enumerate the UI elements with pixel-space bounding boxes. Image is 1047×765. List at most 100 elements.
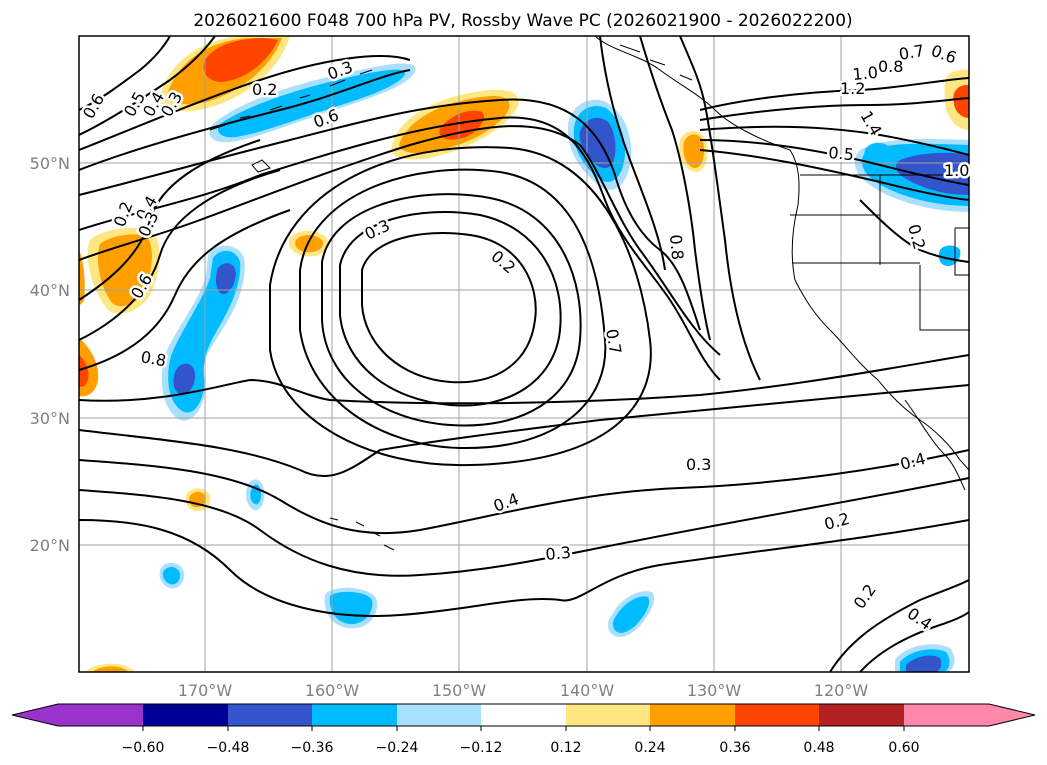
contour-east-south-2 [859, 611, 969, 672]
contour-west-3 [79, 209, 291, 371]
colorbar-bin [397, 704, 481, 726]
contour-band-1 [79, 449, 969, 535]
contour-low-ring-5 [269, 146, 652, 467]
map-panel: 0.6 0.5 0.4 0.3 0.2 0.3 0.6 0.7 0.6 1.0 … [30, 35, 972, 700]
anomaly-positive-coast-core [683, 134, 705, 168]
colorbar: −0.60 −0.48 −0.36 −0.24 −0.12 0.12 0.24 … [11, 703, 1036, 756]
colorbar-tick-labels: −0.60 −0.48 −0.36 −0.24 −0.12 0.12 0.24 … [122, 740, 920, 756]
colorbar-bin [819, 704, 904, 726]
contour-label: 0.8 [878, 57, 903, 76]
contour-label: 0.5 [828, 143, 855, 164]
lat-label: 50°N [30, 154, 70, 173]
state-border-5 [919, 265, 969, 331]
contour-label: 1.0 [944, 161, 969, 180]
lat-label: 30°N [30, 409, 70, 428]
contour-label: 1.0 [852, 63, 879, 84]
colorbar-tick-label: −0.60 [122, 740, 165, 756]
anomaly-positive-west-edge-peak [79, 355, 89, 387]
anomaly-negative-south-sw-core [162, 566, 181, 585]
anomaly-positive-small-163w-core [295, 234, 324, 253]
coastlines [209, 36, 969, 551]
anomaly-positive-nw-peak [203, 38, 278, 82]
colorbar-tick-label: −0.24 [376, 740, 419, 756]
contour-label: 1.2 [840, 79, 865, 98]
anomaly-positive-west-core [97, 234, 152, 307]
contour-east-north [859, 199, 969, 263]
anomaly-positive-sw-corner-core [92, 666, 128, 672]
lat-label: 20°N [30, 536, 70, 555]
contour-low-ring-3 [321, 193, 582, 427]
colorbar-bin [735, 704, 819, 726]
graticule [79, 36, 969, 672]
small-island [251, 159, 271, 173]
pv-contours [79, 36, 969, 672]
contour-low-ring-2 [339, 211, 562, 407]
contour-band-2 [79, 477, 969, 577]
islands-north [619, 44, 693, 81]
lon-label: 160°W [305, 681, 360, 700]
contour-ridge-1 [599, 36, 666, 271]
colorbar-bin [650, 704, 735, 726]
contour-label: 0.7 [602, 327, 625, 355]
contour-west-2 [79, 169, 281, 341]
contour-jet-3 [699, 125, 969, 156]
state-border-7 [954, 228, 969, 276]
contour-east-south-1 [829, 579, 969, 672]
lon-label: 140°W [560, 681, 615, 700]
colorbar-bin [312, 704, 397, 726]
anomaly-negative-south-140w-core [612, 596, 650, 633]
contour-ridge-2 [639, 36, 711, 341]
anomaly-positive-central-north-peak [439, 110, 485, 140]
contour-west-5 [79, 36, 216, 136]
lon-label: 150°W [432, 681, 487, 700]
map-title: 2026021600 F048 700 hPa PV, Rossby Wave … [193, 11, 852, 31]
contour-wave-2 [79, 69, 411, 171]
lon-label: 130°W [687, 681, 742, 700]
anomaly-negative-se-corner-peak [906, 655, 942, 672]
latitude-labels: 50°N 40°N 30°N 20°N [30, 154, 70, 555]
anomaly-positive-nw-edge [79, 250, 85, 305]
anomaly-positive-ne-corner-core [953, 84, 969, 118]
longitude-labels: 170°W 160°W 150°W 140°W 130°W 120°W [178, 681, 869, 700]
colorbar-tick-label: 0.36 [719, 740, 750, 756]
colorbar-tick-label: 0.24 [634, 740, 665, 756]
colorbar-bin [228, 704, 312, 726]
contour-band-3 [79, 519, 969, 617]
colorbar-bin [481, 704, 566, 726]
contour-label: 0.3 [686, 455, 711, 474]
lat-label: 40°N [30, 281, 70, 300]
contour-label: 0.3 [545, 543, 572, 564]
colorbar-bin [566, 704, 650, 726]
contour-jet-4 [699, 139, 969, 186]
colorbar-tick-label: −0.12 [460, 740, 503, 756]
hawaii-islands [329, 517, 395, 551]
contour-label: 0.2 [252, 80, 277, 99]
lon-label: 120°W [814, 681, 869, 700]
contour-label: 0.7 [897, 41, 925, 64]
contour-jet-2 [699, 97, 969, 121]
contour-wave-4 [79, 116, 721, 381]
colorbar-tick-label: 0.60 [888, 740, 919, 756]
contour-jet-1 [699, 77, 969, 111]
contour-wave-1 [79, 55, 411, 151]
contour-wave-3 [79, 98, 701, 331]
colorbar-tick-label: −0.48 [207, 740, 250, 756]
anomaly-negative-west-column-peak [215, 263, 236, 295]
colorbar-outline [11, 703, 1036, 727]
colorbar-over-arrow [904, 704, 1035, 726]
contour-low-ring-4 [299, 168, 607, 450]
contour-closed-low [361, 232, 537, 384]
contour-ridge-3 [679, 36, 761, 381]
map-frame [78, 35, 970, 673]
colorbar-bin [143, 704, 228, 726]
lon-label: 170°W [178, 681, 233, 700]
contour-band-5 [79, 354, 969, 405]
north-america-coastline [594, 36, 969, 471]
aleutian-islands [209, 69, 373, 131]
contour-label: 0.8 [666, 234, 687, 261]
colorbar-tick-label: 0.12 [550, 740, 581, 756]
anomaly-negative-west-column-peak-2 [173, 363, 196, 395]
anomaly-negative-pnw-coast [864, 142, 893, 165]
colorbar-ticks [142, 726, 905, 731]
